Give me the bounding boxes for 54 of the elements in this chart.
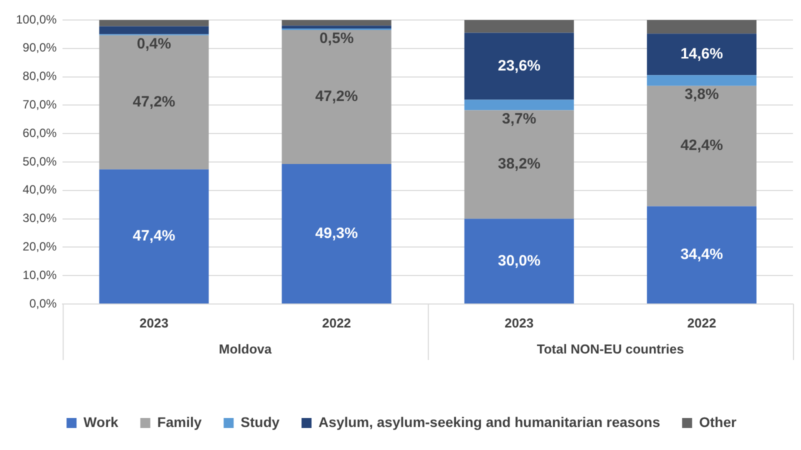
- data-label: 49,3%: [315, 224, 358, 242]
- legend-label: Other: [699, 414, 737, 430]
- bar: [464, 218, 574, 304]
- bar: [282, 164, 392, 304]
- y-tick-label: 100,0%: [16, 12, 58, 26]
- y-tick-label: 0,0%: [29, 296, 58, 310]
- bar: [646, 206, 756, 304]
- bar: [99, 35, 209, 170]
- bar: [99, 20, 209, 26]
- data-label: 0,5%: [319, 30, 354, 48]
- y-tick-label: 80,0%: [22, 69, 58, 84]
- text: Total NON-EU countries: [536, 342, 684, 357]
- data-label: 23,6%: [498, 57, 540, 74]
- bar: [99, 169, 209, 304]
- bar: [282, 26, 392, 29]
- bar: [464, 100, 574, 110]
- x-tick-label: 2023: [140, 315, 168, 330]
- data-label: 30,0%: [498, 252, 540, 270]
- legend-label: Family: [157, 414, 202, 430]
- x-tick-label: 2022: [322, 315, 352, 330]
- bar: [464, 32, 574, 100]
- bar: [99, 26, 209, 34]
- data-label: 3,8%: [684, 86, 719, 104]
- x-tick-label: 2022: [687, 315, 716, 330]
- y-tick-label: 60,0%: [22, 126, 58, 140]
- bar: [646, 75, 756, 86]
- y-tick-label: 20,0%: [22, 240, 58, 254]
- data-label: 3,7%: [502, 110, 536, 128]
- bar: [646, 86, 756, 206]
- legend-label: Asylum, asylum-seeking and humanitarian reasons: [318, 414, 660, 430]
- data-label: 0,4%: [136, 35, 172, 52]
- y-tick-label: 50,0%: [22, 154, 58, 168]
- data-label: 14,6%: [680, 46, 723, 63]
- data-label: 42,4%: [680, 137, 723, 154]
- bar: [646, 34, 756, 76]
- data-label: 47,4%: [132, 228, 176, 245]
- data-label: 47,2%: [315, 88, 358, 106]
- data-label: 47,2%: [132, 94, 176, 110]
- y-tick-label: 40,0%: [22, 182, 58, 197]
- bar: [282, 20, 392, 26]
- bar: [646, 20, 756, 34]
- legend-label: Study: [240, 414, 280, 430]
- x-tick-label: 2023: [504, 315, 534, 330]
- text: Moldova: [218, 342, 272, 357]
- bar: [464, 20, 574, 33]
- data-label: 34,4%: [680, 246, 723, 264]
- bar: [464, 110, 574, 219]
- legend-label: Work: [84, 414, 119, 430]
- y-tick-label: 70,0%: [22, 98, 58, 112]
- data-label: 38,2%: [498, 156, 540, 173]
- bar: [282, 30, 392, 164]
- y-tick-label: 30,0%: [22, 211, 58, 226]
- y-tick-label: 10,0%: [22, 268, 58, 282]
- y-tick-label: 90,0%: [22, 40, 58, 55]
